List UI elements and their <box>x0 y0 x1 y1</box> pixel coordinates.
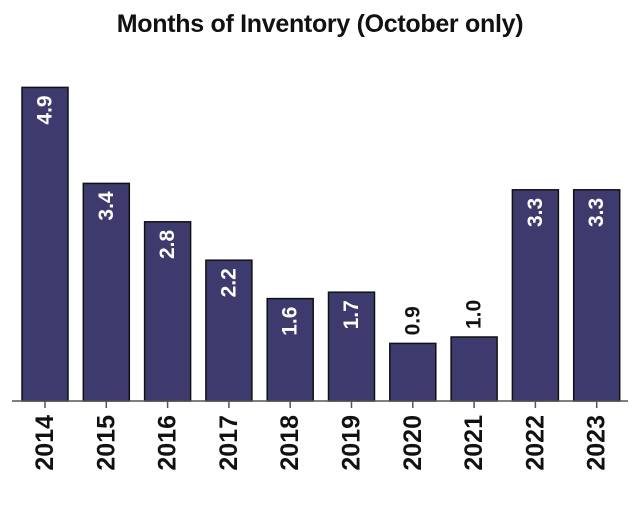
x-tick-label-2014: 2014 <box>31 415 59 471</box>
bar-value-label-2022: 3.3 <box>524 198 547 227</box>
x-tick-label-2022: 2022 <box>521 415 549 471</box>
bar-value-label-2021: 1.0 <box>463 300 486 329</box>
bar-value-label-2016: 2.8 <box>156 229 179 259</box>
bar-value-label-2018: 1.6 <box>279 307 302 336</box>
x-tick-label-2018: 2018 <box>276 415 304 471</box>
bar-2023 <box>572 189 621 402</box>
x-tick-label-2023: 2023 <box>583 415 611 471</box>
bar-2017 <box>205 259 253 402</box>
bar-2015 <box>82 182 131 402</box>
bars-group: 4.9 3.4 2.8 2.2 1.6 1.7 0.9 1.0 3.3 3.3 <box>21 86 621 402</box>
bar-value-label-2019: 1.7 <box>340 300 363 329</box>
x-axis-ticks: 2014 2015 2016 2017 2018 2019 2020 2021 2022 2023 <box>31 401 611 471</box>
bar-value-label-2023: 3.3 <box>585 198 608 227</box>
bar-value-label-2014: 4.9 <box>34 95 57 124</box>
chart-title: Months of Inventory (October only) <box>116 10 524 38</box>
bar-2021 <box>450 336 498 402</box>
bar-2016 <box>143 221 192 402</box>
x-tick-label-2020: 2020 <box>399 415 427 471</box>
bar-value-label-2020: 0.9 <box>401 306 424 335</box>
bar-value-label-2015: 3.4 <box>95 191 118 221</box>
x-tick-label-2016: 2016 <box>154 415 182 471</box>
x-tick-label-2019: 2019 <box>338 415 366 471</box>
bar-2014 <box>21 86 69 402</box>
x-tick-label-2017: 2017 <box>215 415 243 471</box>
x-tick-label-2015: 2015 <box>92 415 120 471</box>
bar-value-label-2017: 2.2 <box>217 268 240 297</box>
bar-2020 <box>389 342 437 402</box>
x-tick-label-2021: 2021 <box>460 415 488 471</box>
